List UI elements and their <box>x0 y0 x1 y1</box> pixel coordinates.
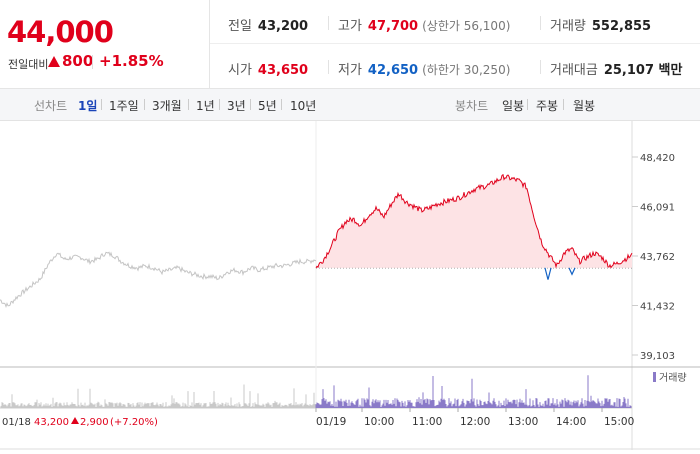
price-box: 44,000 전일대비 800 +1.85% <box>0 0 210 88</box>
stat-label: 시가 <box>228 63 252 78</box>
stat-high: 고가 47,700 (상한가 56,100) <box>338 15 510 34</box>
below-prev-close-segment <box>568 267 576 276</box>
x-tick-label: 13:00 <box>508 416 538 428</box>
tab-5year[interactable]: 5년 <box>258 99 277 113</box>
x-tick-label: 12:00 <box>460 416 490 428</box>
stat-open: 시가 43,650 <box>228 59 308 78</box>
divider <box>281 99 282 110</box>
divider <box>219 99 220 110</box>
tab-monthly-candle[interactable]: 월봉 <box>573 99 596 113</box>
intraday-price-line <box>315 173 633 269</box>
change-absolute-value: 800 <box>62 52 94 70</box>
stat-label: 거래량 <box>550 19 586 34</box>
up-arrow-icon <box>48 56 60 67</box>
stat-value: 42,650 <box>367 63 419 78</box>
stat-value: 43,650 <box>257 63 309 78</box>
stat-label: 전일 <box>228 19 252 34</box>
divider <box>101 99 102 110</box>
x-tick-label: 15:00 <box>604 416 634 428</box>
divider <box>144 99 145 110</box>
tab-3year[interactable]: 3년 <box>227 99 246 113</box>
change-absolute: 800 <box>48 52 93 70</box>
divider <box>540 60 541 74</box>
divider <box>210 43 700 44</box>
volume-legend: 거래량 <box>659 372 687 384</box>
prev-day-label: 01/18 <box>2 417 31 428</box>
change-label: 전일대비 <box>8 58 49 71</box>
y-tick-label: 39,103 <box>640 351 675 362</box>
prev-day-pct: (+7.20%) <box>110 417 158 428</box>
y-tick-label: 41,432 <box>640 302 675 313</box>
x-tick-label: 01/19 <box>316 416 346 428</box>
prev-day-close: 43,200 <box>34 417 69 428</box>
x-tick-label: 10:00 <box>364 416 394 428</box>
y-tick-label: 48,420 <box>640 153 675 164</box>
tab-1day[interactable]: 1일 <box>78 99 98 113</box>
stat-low: 저가 42,650 (하한가 30,250) <box>338 59 510 78</box>
divider <box>540 16 541 30</box>
below-prev-close-segment <box>544 267 552 280</box>
legend-swatch <box>653 372 656 382</box>
stat-value: 47,700 <box>367 19 419 34</box>
tab-weekly-candle[interactable]: 주봉 <box>536 99 559 113</box>
current-price: 44,000 <box>7 15 114 49</box>
upper-limit: (상한가 56,100) <box>422 19 511 33</box>
change-percent: +1.85% <box>99 52 164 70</box>
stat-trade-value: 거래대금 25,107 백만 <box>550 59 682 78</box>
chart-tabs: 선차트 1일 1주일 3개월 1년 3년 5년 10년 봉차트 일봉 주봉 월봉 <box>0 89 700 121</box>
tab-3month[interactable]: 3개월 <box>152 99 182 113</box>
quote-header: 44,000 전일대비 800 +1.85% 전일 43,200 고가 47,700… <box>0 0 700 89</box>
line-chart-label: 선차트 <box>34 99 68 113</box>
y-tick-label: 46,091 <box>640 203 675 214</box>
stat-prev-close: 전일 43,200 <box>228 15 308 34</box>
divider <box>328 60 329 74</box>
stat-value: 552,855 <box>591 19 652 34</box>
stat-value: 25,107 백만 <box>603 63 683 78</box>
stat-label: 거래대금 <box>550 63 598 78</box>
divider <box>527 99 528 110</box>
chart-svg: 48,420 46,091 43,762 41,432 39,103 01/19 10:0… <box>0 121 700 450</box>
stat-label: 고가 <box>338 19 362 34</box>
tab-10year[interactable]: 10년 <box>290 99 317 113</box>
price-chart[interactable]: 48,420 46,091 43,762 41,432 39,103 01/19 10:0… <box>0 121 700 450</box>
tab-daily-candle[interactable]: 일봉 <box>502 99 525 113</box>
candle-chart-label: 봉차트 <box>455 99 489 113</box>
prev-day-price-line <box>0 251 316 309</box>
up-arrow-icon <box>71 417 79 424</box>
stat-label: 저가 <box>338 63 362 78</box>
tab-1week[interactable]: 1주일 <box>109 99 139 113</box>
x-tick-label: 11:00 <box>412 416 442 428</box>
divider <box>250 99 251 110</box>
divider <box>188 99 189 110</box>
stat-volume: 거래량 552,855 <box>550 15 651 34</box>
lower-limit: (하한가 30,250) <box>422 63 511 77</box>
stat-value: 43,200 <box>257 19 309 34</box>
tab-1year[interactable]: 1년 <box>196 99 215 113</box>
divider <box>563 99 564 110</box>
x-tick-label: 14:00 <box>556 416 586 428</box>
prev-day-change: 2,900 <box>80 417 109 428</box>
y-tick-label: 43,762 <box>640 252 675 263</box>
divider <box>92 55 93 69</box>
divider <box>328 16 329 30</box>
